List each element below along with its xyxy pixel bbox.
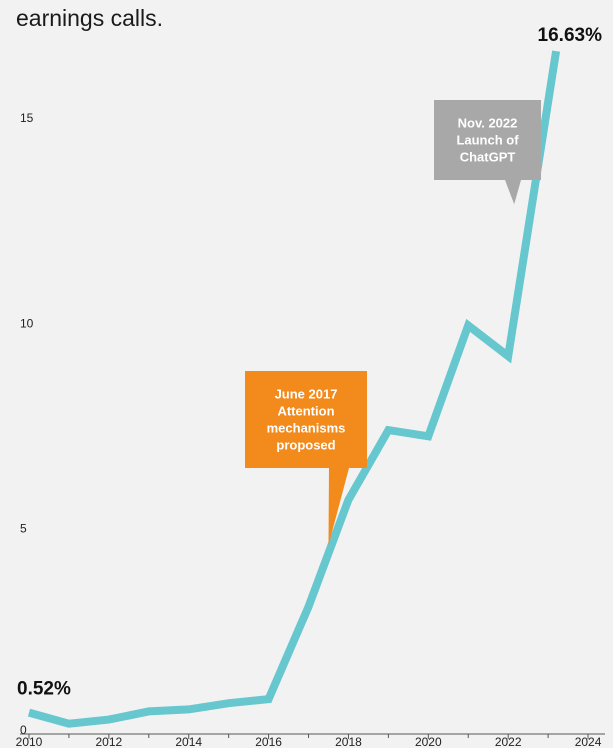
callout-box <box>434 100 541 180</box>
x-tick-label: 2018 <box>335 735 362 748</box>
annotation-callouts: June 2017 Attention mechanisms proposed Nov.… <box>245 100 541 546</box>
start-value-label: 0.52% <box>17 679 71 700</box>
x-tick-label: 2012 <box>96 735 123 748</box>
callout-text-line: Attention <box>277 404 334 419</box>
x-tick-label: 2016 <box>255 735 282 748</box>
callout-text-line: proposed <box>276 438 335 453</box>
x-tick-label: 2010 <box>16 735 43 748</box>
callout-pointer <box>328 468 349 546</box>
callout-box <box>245 371 367 468</box>
y-axis-ticks: 0 5 10 15 <box>20 111 34 737</box>
x-axis-ticks: 2010 2012 2014 2016 2018 2020 2022 2024 <box>16 734 602 748</box>
y-tick-label: 10 <box>20 316 34 330</box>
series-line <box>27 50 561 728</box>
end-value-label: 16.63% <box>538 25 603 46</box>
callout-text-line: ChatGPT <box>460 150 516 165</box>
annotation-callout: June 2017 Attention mechanisms proposed <box>245 371 367 546</box>
x-tick-label: 2014 <box>175 735 202 748</box>
callout-pointer <box>505 180 521 205</box>
series-layer <box>27 50 561 728</box>
callout-text-line: mechanisms <box>267 421 346 436</box>
y-tick-label: 0 <box>20 723 27 737</box>
chart-subtitle: earnings calls. <box>16 5 163 31</box>
x-tick-label: 2022 <box>495 735 522 748</box>
x-tick-label: 2020 <box>415 735 442 748</box>
callout-text-line: June 2017 <box>275 387 338 402</box>
annotation-callout: Nov. 2022 Launch of ChatGPT <box>434 100 541 205</box>
callout-text-line: Launch of <box>456 133 519 148</box>
callout-text-line: Nov. 2022 <box>458 116 518 131</box>
x-tick-label: 2024 <box>575 735 602 748</box>
y-tick-label: 15 <box>20 111 34 125</box>
y-tick-label: 5 <box>20 522 27 536</box>
